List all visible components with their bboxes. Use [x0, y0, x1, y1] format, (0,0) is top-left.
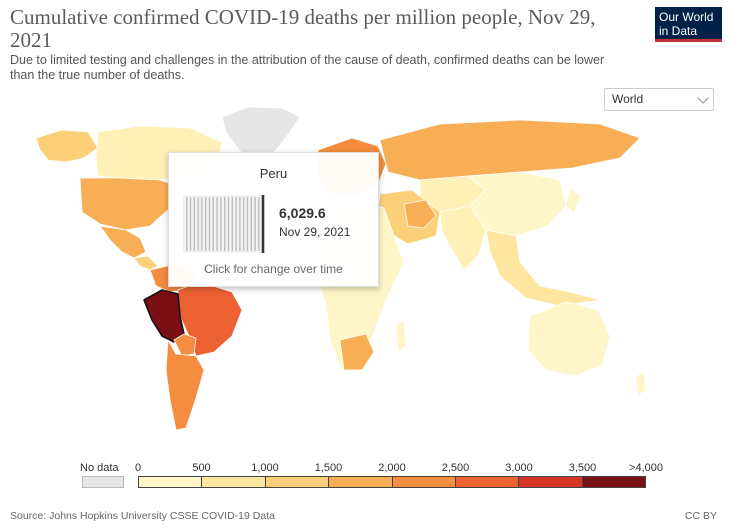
region-southern-cone[interactable] — [165, 339, 205, 431]
source-note[interactable]: Source: Johns Hopkins University CSSE CO… — [10, 510, 275, 522]
sparkline-bar — [231, 197, 233, 251]
sparkline-bar — [220, 197, 222, 251]
legend-swatch[interactable] — [455, 477, 520, 487]
region-east-asia[interactable] — [467, 171, 567, 237]
sparkline-bar — [254, 197, 256, 251]
sparkline-bar — [235, 197, 237, 251]
sparkline-bar — [243, 197, 245, 251]
tooltip-sparkline — [183, 195, 265, 253]
sparkline-bar — [258, 197, 260, 251]
owid-logo[interactable]: Our World in Data — [655, 7, 722, 42]
logo-line-1: Our World — [659, 10, 714, 24]
sparkline-bar — [224, 197, 226, 251]
chart-title: Cumulative confirmed COVID-19 deaths per… — [10, 5, 596, 52]
tooltip-date: Nov 29, 2021 — [279, 225, 351, 239]
legend-tick-label: 3,000 — [505, 462, 533, 474]
legend-tick-label: 0 — [134, 462, 142, 474]
legend-swatch[interactable] — [202, 477, 266, 487]
legend-swatch[interactable] — [582, 477, 645, 487]
sparkline-bar — [212, 197, 214, 251]
region-southeast-asia[interactable] — [485, 229, 601, 307]
region-new-zealand[interactable] — [635, 371, 647, 397]
legend-swatch[interactable] — [265, 477, 330, 487]
sparkline-bar — [227, 197, 230, 251]
region-australia[interactable] — [527, 301, 611, 377]
legend-swatch[interactable] — [139, 477, 203, 487]
region-select[interactable]: World — [604, 88, 714, 111]
sparkline-bar — [250, 197, 252, 251]
region-south-africa[interactable] — [339, 333, 375, 371]
legend-color-scale — [138, 476, 646, 488]
legend-swatch[interactable] — [329, 477, 393, 487]
sparkline-bar — [186, 197, 188, 251]
region-bolivia[interactable] — [173, 333, 197, 357]
country-tooltip[interactable]: Peru 6,029.6 Nov 29, 2021 Click for chan… — [168, 152, 379, 287]
sparkline-bar — [201, 197, 203, 251]
region-central-america[interactable] — [133, 255, 159, 271]
sparkline-bar — [239, 197, 241, 251]
legend-swatch[interactable] — [519, 477, 583, 487]
logo-line-2: in Data — [659, 24, 698, 38]
legend-no-data-swatch[interactable] — [82, 476, 124, 488]
legend-tick-label: 2,000 — [378, 462, 406, 474]
sparkline-bar — [246, 197, 249, 251]
sparkline-bar — [197, 197, 199, 251]
legend-tick-label: 1,000 — [251, 462, 279, 474]
legend-tick-label: 1,500 — [314, 462, 343, 474]
legend-swatch[interactable] — [392, 477, 456, 487]
chart-subtitle: Due to limited testing and challenges in… — [10, 53, 605, 82]
region-greenland[interactable] — [221, 106, 301, 163]
sparkline-bar — [189, 197, 192, 251]
tooltip-country-name: Peru — [259, 166, 288, 181]
region-alaska[interactable] — [35, 129, 99, 163]
legend-tick-label: 500 — [192, 462, 211, 474]
region-peru[interactable] — [143, 289, 185, 343]
region-japan[interactable] — [565, 187, 581, 215]
sparkline-bar — [193, 197, 195, 251]
region-select-value: World — [612, 92, 644, 106]
region-madagascar[interactable] — [395, 319, 407, 353]
tooltip-value: 6,029.6 — [279, 205, 326, 221]
region-usa[interactable] — [79, 177, 179, 231]
sparkline-bar — [216, 197, 218, 251]
sparkline-bar — [205, 197, 207, 251]
region-mexico[interactable] — [99, 225, 147, 259]
license-link[interactable]: CC BY — [684, 510, 717, 522]
region-iran[interactable] — [403, 199, 437, 229]
legend-no-data-label: No data — [80, 462, 119, 474]
legend-tick-label: >4,000 — [629, 462, 663, 474]
region-south-asia[interactable] — [439, 205, 487, 271]
sparkline-bar — [208, 197, 211, 251]
tooltip-hint: Click for change over time — [204, 262, 343, 276]
region-russia[interactable] — [379, 119, 641, 181]
legend-tick-label: 3,500 — [568, 462, 597, 474]
legend-tick-label: 2,500 — [441, 462, 470, 474]
logo-accent-bar — [655, 39, 722, 42]
